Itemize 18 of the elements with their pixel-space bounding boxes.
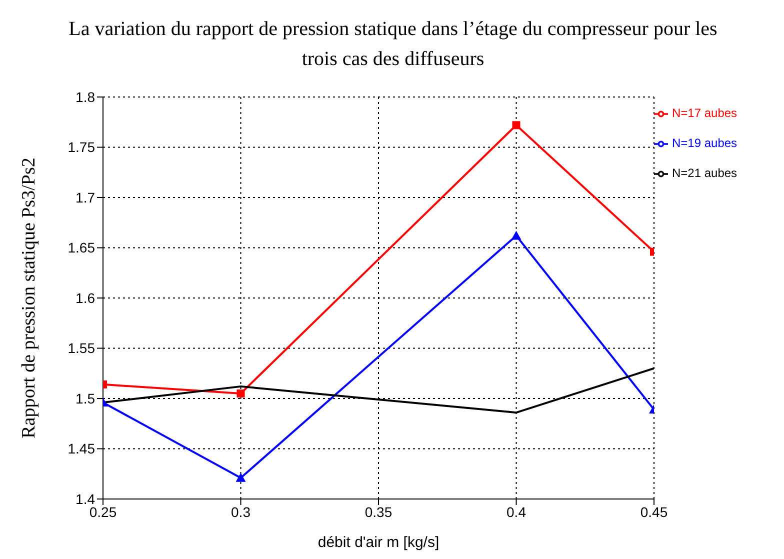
x-axis-title: débit d'air m [kg/s] [318, 534, 440, 551]
x-tick-label: 0.4 [506, 504, 526, 520]
y-tick-label: 1.75 [68, 139, 96, 156]
y-tick-label: 1.7 [76, 189, 96, 206]
legend-label: N=19 aubes [672, 136, 738, 150]
x-tick-label: 0.3 [231, 504, 251, 520]
chart-title: La variation du rapport de pression statique dans l’étage du compresseur pour les trois cas des diffuseurs [68, 17, 718, 72]
y-tick-label: 1.8 [76, 88, 96, 105]
y-axis-title: Rapport de pression statique Ps3/Ps2 [18, 158, 40, 438]
legend-label: N=21 aubes [672, 166, 738, 180]
y-tick-label: 1.55 [68, 340, 96, 356]
legend-label: N=17 aubes [672, 106, 738, 120]
y-tick-label: 1.5 [76, 390, 96, 406]
x-tick-label: 0.45 [640, 504, 668, 520]
y-tick-label: 1.45 [68, 440, 96, 457]
x-tick-label: 0.35 [364, 504, 392, 520]
y-tick-label: 1.6 [76, 290, 96, 306]
y-tick-label: 1.65 [68, 240, 96, 256]
